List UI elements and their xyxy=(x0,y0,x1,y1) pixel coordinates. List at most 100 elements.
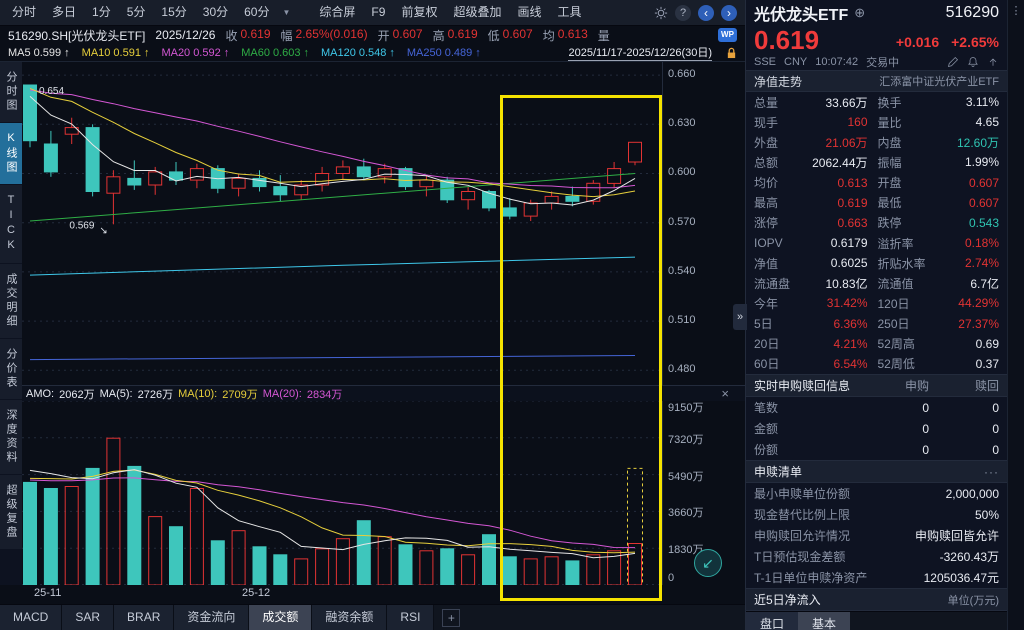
volume-indicator-bar: AMO: 2062万 MA(5): 2726万 MA(10): 2709万 MA… xyxy=(22,385,745,401)
volume-chart[interactable] xyxy=(22,400,662,586)
stat-label: 250日 xyxy=(877,317,910,332)
stat-value: 0.607 xyxy=(968,195,999,210)
stat-value: 3.11% xyxy=(965,95,999,110)
ma-items: MA5 0.599 ↑ MA10 0.591 ↑ MA20 0.592 ↑ MA60 0.603 ↑ M… xyxy=(8,47,481,59)
redemption-value: 50% xyxy=(974,507,999,522)
note-pencil-icon[interactable] xyxy=(947,56,959,68)
toolbar-menu-item[interactable]: 超级叠加 xyxy=(453,5,502,19)
indicator-tab[interactable]: BRAR xyxy=(114,605,175,630)
quote-field: 开 0.607 xyxy=(378,27,423,44)
vol-ma10-value: 2709万 xyxy=(222,388,258,401)
svg-text:0.654: 0.654 xyxy=(39,86,64,97)
sidebar-item[interactable]: TICK xyxy=(0,185,22,263)
indicator-tab[interactable]: 融资余额 xyxy=(312,605,388,630)
field-label: 均 xyxy=(542,28,555,43)
indicator-tab[interactable]: 成交额 xyxy=(249,605,313,630)
subscription-label: 笔数 xyxy=(754,401,779,415)
stat-label: 内盘 xyxy=(877,135,902,150)
redemption-row: 最小申赎单位份额 2,000,000 xyxy=(754,483,999,504)
ma-indicator-item: MA120 0.548 ↑ xyxy=(321,47,395,59)
stat-label: 流通盘 xyxy=(754,276,791,291)
indicator-tab[interactable]: MACD xyxy=(0,605,63,630)
redemption-row: 现金替代比例上限 50% xyxy=(754,504,999,525)
toolbar-menu-item[interactable]: F9 xyxy=(371,5,386,19)
stat-value: 6.54% xyxy=(833,356,868,371)
stat-value: 27.37% xyxy=(958,316,999,331)
redemption-section-header: 申赎清单 ··· xyxy=(746,460,1007,483)
redemption-value: 1205036.47元 xyxy=(923,571,999,585)
ma-label: MA20 xyxy=(161,46,191,59)
redemption-title: 申赎清单 xyxy=(754,465,803,479)
add-indicator-button[interactable]: + xyxy=(442,608,461,627)
quote-fields: 收 0.619 幅 2.65%(0.016) 开 0.607 高 0.619 低 0.607 均 0.… xyxy=(225,27,609,44)
indicator-tab[interactable]: RSI xyxy=(387,605,435,630)
stat-label: 折贴水率 xyxy=(877,256,926,271)
stat-value: 0.663 xyxy=(837,215,868,230)
share-up-icon[interactable] xyxy=(987,56,999,68)
quote-panel: 光伏龙头ETF ⊕ 516290 0.619 +0.016 +2.65% SSE… xyxy=(745,0,1007,630)
kline-chart[interactable]: 0.654 0.569 ↘ xyxy=(22,62,662,385)
quote-stat-row: 总额 2062.44万 振幅 1.99% xyxy=(754,152,999,172)
ma-indicator-item: MA60 0.603 ↑ xyxy=(241,47,309,59)
sidebar-item[interactable]: 深度资料 xyxy=(0,400,22,474)
subscription-rows: 笔数 0 0 金额 0 0 份额 0 0 xyxy=(746,397,1007,460)
more-options-icon[interactable]: ⋮ xyxy=(1010,5,1022,17)
toolbar-period-tab[interactable]: 30分 xyxy=(202,5,229,19)
ma-value: 0.591 xyxy=(113,46,141,59)
indicator-tab[interactable]: 资金流向 xyxy=(174,605,250,630)
wp-badge[interactable]: WP xyxy=(718,28,737,42)
sidebar-item[interactable]: 分价表 xyxy=(0,339,22,399)
next-stock-button[interactable]: › xyxy=(721,4,737,21)
subscription-label: 份额 xyxy=(754,443,779,457)
price-change: +0.016 +2.65% xyxy=(896,31,999,53)
toolbar-menu-item[interactable]: 前复权 xyxy=(401,5,438,19)
sidebar-item[interactable]: 分时图 xyxy=(0,62,22,122)
redemption-value: 2,000,000 xyxy=(945,486,999,501)
return-latest-button[interactable]: ↙ xyxy=(694,549,722,577)
toolbar-period-tab[interactable]: 60分 xyxy=(244,5,270,19)
kline-date-range[interactable]: 2025/11/17-2025/12/26(30日) xyxy=(568,44,712,61)
volume-axis-label: 9150万 xyxy=(668,402,704,414)
period-dropdown-icon[interactable]: ▼ xyxy=(282,8,291,17)
prev-stock-button[interactable]: ‹ xyxy=(698,4,714,21)
collapse-panel-button[interactable]: » xyxy=(733,304,747,330)
help-button[interactable]: ? xyxy=(675,4,691,21)
market-status-row: SSE CNY 10:07:42 交易中 xyxy=(746,53,1007,70)
toolbar-menu-item[interactable]: 工具 xyxy=(557,5,582,19)
quote-panel-tabs: 盘口 基本 xyxy=(746,611,1007,630)
sidebar-item[interactable]: 超级复盘 xyxy=(0,475,22,549)
toolbar-period-tab[interactable]: 5分 xyxy=(126,5,146,19)
panel-tab[interactable]: 盘口 xyxy=(746,612,799,630)
volume-axis-label: 0 xyxy=(668,572,675,584)
toolbar-period-tab[interactable]: 1分 xyxy=(92,5,111,19)
price-axis-label: 0.570 xyxy=(668,216,696,228)
quote-stat-row: 今年 31.42% 120日 44.29% xyxy=(754,293,999,313)
stat-label: 开盘 xyxy=(877,176,902,191)
alert-bell-icon[interactable] xyxy=(967,56,979,68)
stat-label: 净值 xyxy=(754,256,779,271)
indicator-tab[interactable]: SAR xyxy=(62,605,115,630)
gear-icon[interactable] xyxy=(654,6,668,20)
toolbar-period-tab[interactable]: 15分 xyxy=(161,5,187,19)
more-button[interactable]: ··· xyxy=(984,464,999,479)
stat-value: 4.65 xyxy=(975,115,999,130)
close-indicator-button[interactable]: × xyxy=(721,385,729,401)
toolbar-menu-item[interactable]: 综合屏 xyxy=(319,5,356,19)
sidebar-item[interactable]: K线图 xyxy=(0,123,22,184)
field-value: 0.607 xyxy=(502,26,533,41)
subscription-row: 笔数 0 0 xyxy=(754,397,999,418)
panel-tab[interactable]: 基本 xyxy=(798,612,851,630)
nav-trend-tab[interactable]: 净值走势 汇添富中证光伏产业ETF xyxy=(746,70,1007,92)
stat-value: 0.6025 xyxy=(830,256,868,271)
subscription-label: 金额 xyxy=(754,422,779,436)
ma-value: 0.489 xyxy=(444,46,473,59)
toolbar-period-tab[interactable]: 分时 xyxy=(12,5,37,19)
change-percent: +2.65% xyxy=(951,34,999,50)
lock-icon[interactable] xyxy=(726,47,737,59)
sidebar-item[interactable]: 成交明细 xyxy=(0,264,22,338)
toolbar-period-tab[interactable]: 多日 xyxy=(52,5,77,19)
ma-label: MA5 xyxy=(8,46,31,59)
quote-field: 低 0.607 xyxy=(488,27,533,44)
add-to-watchlist-button[interactable]: ⊕ xyxy=(854,5,866,20)
toolbar-menu-item[interactable]: 画线 xyxy=(517,5,542,19)
